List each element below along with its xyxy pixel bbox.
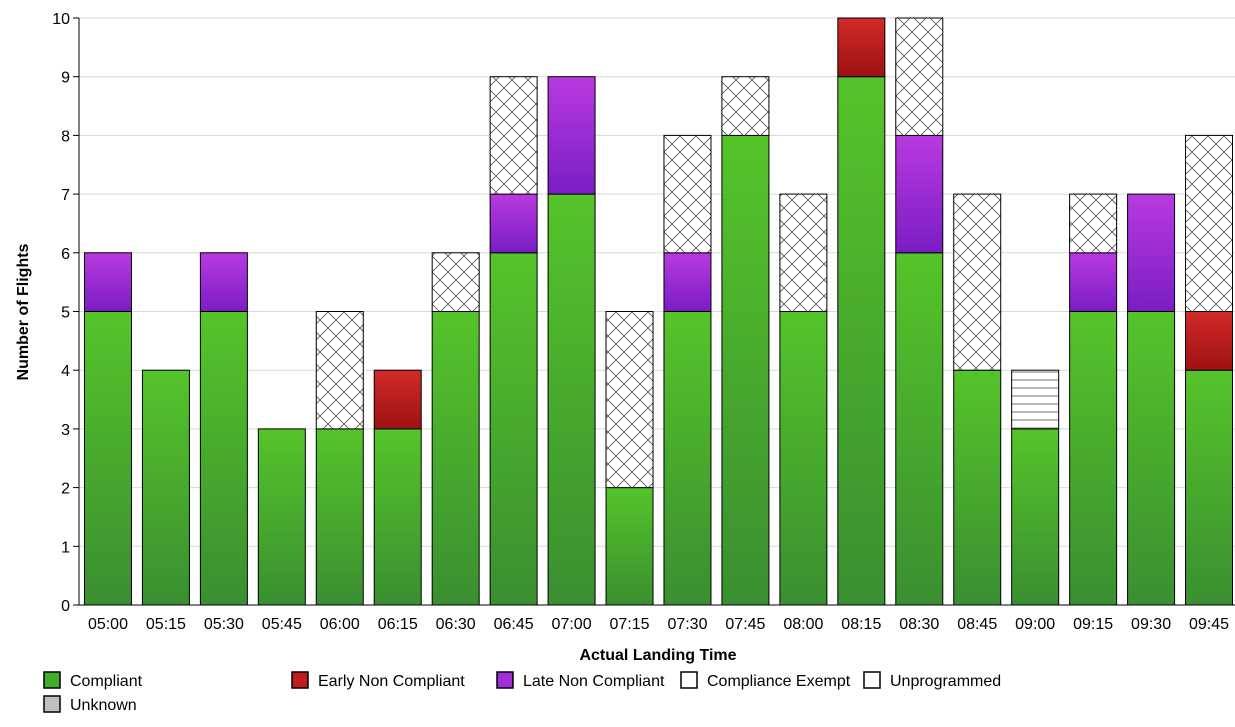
bar-segment-exempt (779, 193, 828, 313)
legend-label-late: Late Non Compliant (523, 673, 665, 690)
bar-segment-unprogrammed (1011, 369, 1060, 430)
legend-swatch-unknown (43, 695, 61, 713)
y-axis-title: Number of Flights (15, 243, 32, 380)
bar-segment-compliant (489, 252, 538, 606)
x-tick-label: 09:45 (1189, 616, 1229, 633)
legend-swatch-early (291, 671, 309, 689)
bar-segment-compliant (83, 311, 132, 606)
x-tick-label: 09:15 (1073, 616, 1113, 633)
x-tick-label: 05:15 (146, 616, 186, 633)
bar-segment-compliant (141, 369, 190, 606)
x-tick-label: 05:45 (262, 616, 302, 633)
bar-segment-compliant (373, 428, 422, 606)
legend-label-exempt: Compliance Exempt (707, 673, 851, 690)
bar-segment-compliant (837, 76, 886, 606)
y-tick-label: 1 (61, 539, 70, 556)
legend-swatch-unprogrammed (863, 671, 881, 689)
bar-segment-compliant (605, 487, 654, 606)
bar-segment-exempt (663, 134, 712, 254)
legend-label-compliant: Compliant (70, 673, 143, 690)
bar-segment-compliant (895, 252, 944, 606)
bar-segment-exempt (721, 76, 770, 136)
y-tick-label: 2 (61, 481, 70, 498)
bar-segment-compliant (663, 311, 712, 606)
bar-segment-compliant (1011, 428, 1060, 606)
legend-swatch-late (496, 671, 514, 689)
x-tick-label: 09:00 (1015, 616, 1055, 633)
y-tick-label: 5 (61, 305, 70, 322)
x-tick-label: 06:45 (494, 616, 534, 633)
legend: Compliant Early Non Compliant Late Non Com… (43, 671, 1001, 714)
bar-segment-late (895, 134, 944, 254)
bar-segment-late (1069, 252, 1118, 313)
y-tick-label: 10 (52, 11, 70, 28)
bar-segment-exempt (489, 76, 538, 195)
x-tick-label: 07:45 (725, 616, 765, 633)
x-tick-label: 08:00 (783, 616, 823, 633)
bar-segment-exempt (895, 17, 944, 136)
bar-segment-compliant (1069, 311, 1118, 606)
y-tick-label: 3 (61, 422, 70, 439)
bar-segment-exempt (953, 193, 1002, 371)
x-tick-label: 07:15 (610, 616, 650, 633)
y-tick-label: 4 (61, 363, 70, 380)
legend-label-early: Early Non Compliant (318, 673, 465, 690)
bar-segment-compliant (779, 311, 828, 606)
bar-segment-exempt (1185, 134, 1234, 312)
legend-label-unknown: Unknown (70, 697, 137, 714)
bar-segment-compliant (257, 428, 306, 606)
legend-swatch-exempt (680, 671, 698, 689)
x-tick-label: 06:00 (320, 616, 360, 633)
bar-segment-exempt (605, 311, 654, 489)
x-axis-title: Actual Landing Time (579, 647, 736, 664)
bar-segment-compliant (953, 369, 1002, 606)
bar-segment-late (489, 193, 538, 254)
bar-segment-compliant (431, 311, 480, 606)
bar-segment-exempt (315, 311, 364, 430)
bar-segment-early (1185, 311, 1234, 371)
legend-label-unprogrammed: Unprogrammed (890, 673, 1001, 690)
x-tick-label: 05:30 (204, 616, 244, 633)
bar-segment-compliant (1185, 369, 1234, 606)
bar-segment-compliant (199, 311, 248, 606)
bar-segment-late (547, 76, 596, 195)
bar-segment-exempt (1069, 193, 1118, 254)
x-tick-label: 08:15 (841, 616, 881, 633)
bar-segment-compliant (1127, 311, 1176, 606)
bar-segment-late (199, 252, 248, 313)
legend-swatch-compliant (43, 671, 61, 689)
bars (83, 17, 1234, 606)
y-tick-label: 0 (61, 598, 70, 615)
bar-segment-late (83, 252, 132, 313)
x-tick-label: 06:15 (378, 616, 418, 633)
y-tick-label: 9 (61, 70, 70, 87)
bar-segment-late (663, 252, 712, 313)
bar-segment-early (373, 369, 422, 430)
tick-labels: 0 1 2 3 4 5 6 7 8 9 10 05:00 05:15 05:30 05:45 06:00 06:… (52, 11, 1229, 633)
x-tick-label: 09:30 (1131, 616, 1171, 633)
bar-segment-early (837, 17, 886, 78)
x-tick-label: 08:30 (899, 616, 939, 633)
x-tick-label: 08:45 (957, 616, 997, 633)
x-tick-label: 07:30 (667, 616, 707, 633)
x-tick-label: 07:00 (552, 616, 592, 633)
bar-segment-compliant (547, 193, 596, 606)
y-tick-label: 7 (61, 187, 70, 204)
bar-segment-compliant (721, 134, 770, 606)
bar-segment-late (1127, 193, 1176, 313)
x-tick-label: 06:30 (436, 616, 476, 633)
bar-segment-exempt (431, 252, 480, 313)
y-tick-label: 6 (61, 246, 70, 263)
x-tick-label: 05:00 (88, 616, 128, 633)
bar-segment-compliant (315, 428, 364, 606)
y-tick-label: 8 (61, 128, 70, 145)
gridlines (79, 17, 1235, 606)
